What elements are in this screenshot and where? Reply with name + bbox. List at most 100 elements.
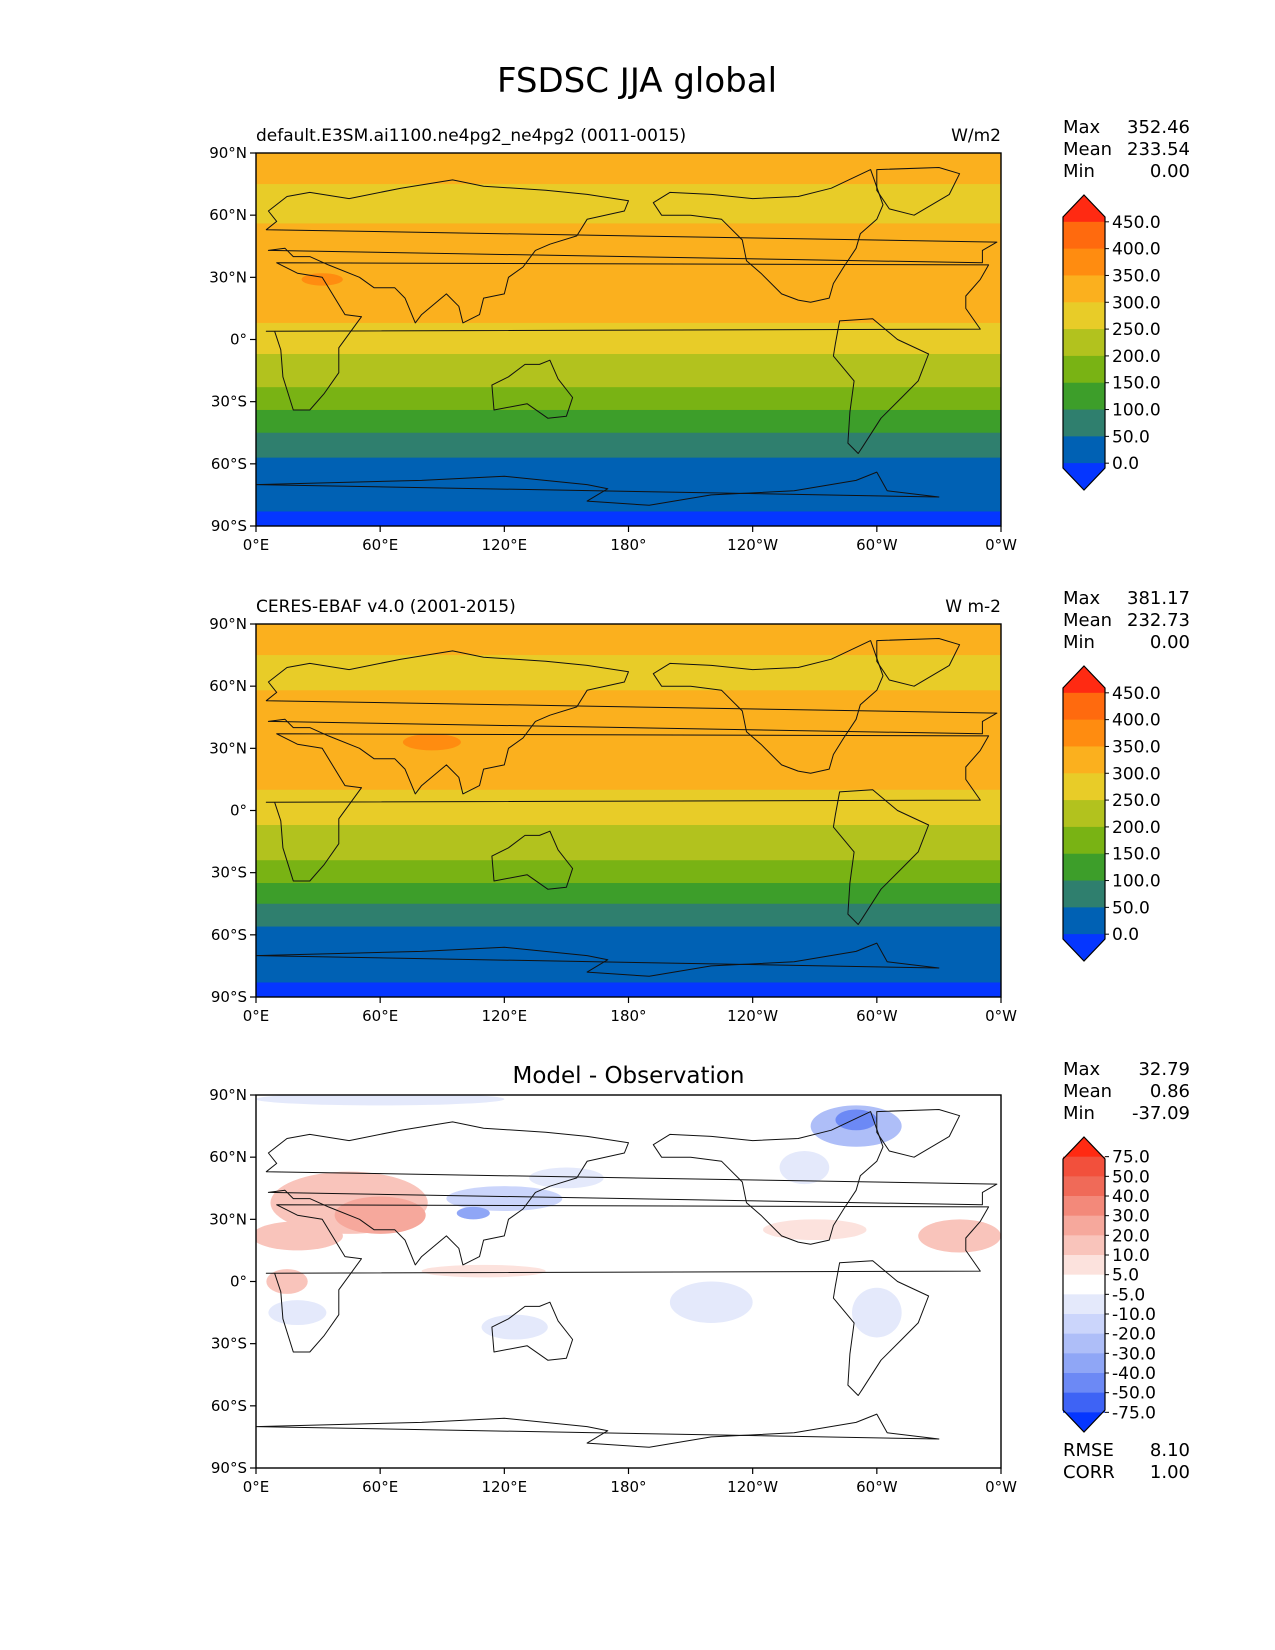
y-tick-label: 60°S bbox=[211, 926, 247, 944]
contour-field bbox=[256, 1095, 1001, 1468]
stat-label: Max bbox=[1063, 588, 1101, 609]
colorbar-tick-label: 300.0 bbox=[1112, 764, 1161, 784]
contour-band bbox=[256, 982, 1001, 997]
south-america-outline bbox=[832, 789, 930, 925]
colorbar-segment bbox=[1063, 1235, 1105, 1256]
australia-outline bbox=[491, 1301, 574, 1361]
contour-band bbox=[256, 511, 1001, 526]
contour-band bbox=[256, 883, 1001, 905]
colorbar-tick-label: -75.0 bbox=[1112, 1403, 1156, 1423]
y-tick-label: 0° bbox=[230, 331, 247, 349]
colorbar-tick-label: -20.0 bbox=[1112, 1325, 1156, 1345]
stat-value: -37.09 bbox=[1132, 1103, 1190, 1124]
colorbar-tick-label: 400.0 bbox=[1112, 711, 1161, 731]
colorbar-tick-label: 50.0 bbox=[1112, 1167, 1150, 1187]
contour-patch bbox=[763, 1219, 867, 1241]
colorbar-segment bbox=[1063, 382, 1105, 411]
antarctica-outline bbox=[256, 942, 940, 977]
stat-label: Mean bbox=[1063, 139, 1112, 160]
colorbar-segment bbox=[1063, 907, 1105, 935]
colorbar: 450.0 400.0 350.0 300.0 250.0 200.0 150.0 100.0… bbox=[1062, 194, 1161, 491]
colorbar-tick-label: 250.0 bbox=[1112, 320, 1161, 340]
colorbar-segment bbox=[1063, 355, 1105, 384]
contour-field bbox=[256, 624, 1001, 997]
colorbar: 450.0 400.0 350.0 300.0 250.0 200.0 150.0 100.0… bbox=[1062, 665, 1161, 962]
contour-patch bbox=[446, 1186, 563, 1212]
colorbar-segment bbox=[1063, 195, 1105, 223]
x-tick-label: 0°W bbox=[985, 1478, 1017, 1496]
colorbar-segment bbox=[1063, 1392, 1105, 1413]
contour-band bbox=[256, 432, 1001, 459]
colorbar-tick-label: -30.0 bbox=[1112, 1344, 1156, 1364]
colorbar-segment bbox=[1063, 1294, 1105, 1315]
colorbar-segment bbox=[1063, 302, 1105, 330]
colorbar-segment bbox=[1063, 1274, 1105, 1295]
y-tick-label: 0° bbox=[230, 802, 247, 820]
contour-patch bbox=[481, 1314, 548, 1340]
contour-band bbox=[256, 457, 1001, 512]
contour-patch bbox=[529, 1167, 604, 1189]
contour-patch bbox=[266, 1269, 308, 1294]
eurasia-outline bbox=[265, 650, 998, 795]
contour-band bbox=[256, 184, 1001, 224]
colorbar-tick-label: 50.0 bbox=[1112, 427, 1150, 447]
stat-label: Min bbox=[1063, 1103, 1095, 1124]
colorbar-segment bbox=[1063, 409, 1105, 437]
colorbar-tick-label: 250.0 bbox=[1112, 791, 1161, 811]
colorbar-segment bbox=[1063, 746, 1105, 774]
stat-label: Min bbox=[1063, 161, 1095, 182]
colorbar-segment bbox=[1063, 248, 1105, 276]
map-panels: default.E3SM.ai1100.ne4pg2_ne4pg2 (0011-… bbox=[209, 117, 1190, 1496]
stat-value: 232.73 bbox=[1127, 610, 1190, 631]
x-tick-label: 0°E bbox=[243, 1007, 270, 1025]
greenland-outline bbox=[876, 638, 961, 687]
contour-band bbox=[256, 825, 1001, 861]
x-tick-label: 120°E bbox=[482, 1478, 528, 1496]
x-tick-label: 60°W bbox=[856, 1478, 898, 1496]
stat-value: 381.17 bbox=[1127, 588, 1190, 609]
stat-value: 0.86 bbox=[1150, 1081, 1190, 1102]
contour-patch bbox=[334, 1196, 426, 1234]
x-tick-label: 60°W bbox=[856, 536, 898, 554]
north-america-outline bbox=[652, 169, 884, 303]
y-tick-label: 90°S bbox=[211, 517, 247, 535]
x-tick-label: 180° bbox=[610, 1007, 646, 1025]
colorbar-segment bbox=[1063, 1137, 1105, 1159]
contour-band bbox=[256, 322, 1001, 355]
colorbar-segment bbox=[1063, 880, 1105, 908]
colorbar-tick-label: 450.0 bbox=[1112, 684, 1161, 704]
x-tick-label: 0°E bbox=[243, 536, 270, 554]
y-tick-label: 90°N bbox=[209, 615, 247, 633]
colorbar-tick-label: 5.0 bbox=[1112, 1266, 1139, 1286]
stat-value: 233.54 bbox=[1127, 139, 1190, 160]
contour-patch bbox=[402, 733, 461, 751]
y-tick-label: 90°S bbox=[211, 1459, 247, 1477]
contour-band bbox=[256, 926, 1001, 983]
y-tick-label: 30°N bbox=[209, 739, 247, 757]
colorbar-segment bbox=[1063, 275, 1105, 303]
colorbar-segment bbox=[1063, 1255, 1105, 1276]
colorbar-segment bbox=[1063, 1196, 1105, 1217]
colorbar-tick-label: 350.0 bbox=[1112, 737, 1161, 757]
contour-band bbox=[256, 690, 1001, 791]
y-tick-label: 90°S bbox=[211, 988, 247, 1006]
eurasia-outline bbox=[265, 179, 998, 324]
panel-title: default.E3SM.ai1100.ne4pg2_ne4pg2 (0011-… bbox=[256, 126, 686, 146]
contour-band bbox=[256, 387, 1001, 411]
colorbar-tick-label: 450.0 bbox=[1112, 213, 1161, 233]
x-tick-label: 60°E bbox=[362, 1007, 398, 1025]
y-tick-label: 0° bbox=[230, 1273, 247, 1291]
colorbar-segment bbox=[1063, 329, 1105, 357]
antarctica-outline bbox=[256, 471, 940, 506]
contour-band bbox=[256, 903, 1001, 928]
north-america-outline bbox=[652, 1111, 884, 1245]
stat-value: 8.10 bbox=[1150, 1440, 1190, 1461]
greenland-outline bbox=[876, 167, 961, 216]
colorbar-segment bbox=[1063, 1156, 1105, 1177]
colorbar-segment bbox=[1063, 800, 1105, 828]
eurasia-outline bbox=[265, 1121, 998, 1266]
greenland-outline bbox=[876, 1109, 961, 1158]
x-tick-label: 60°E bbox=[362, 536, 398, 554]
y-tick-label: 30°S bbox=[211, 1335, 247, 1353]
